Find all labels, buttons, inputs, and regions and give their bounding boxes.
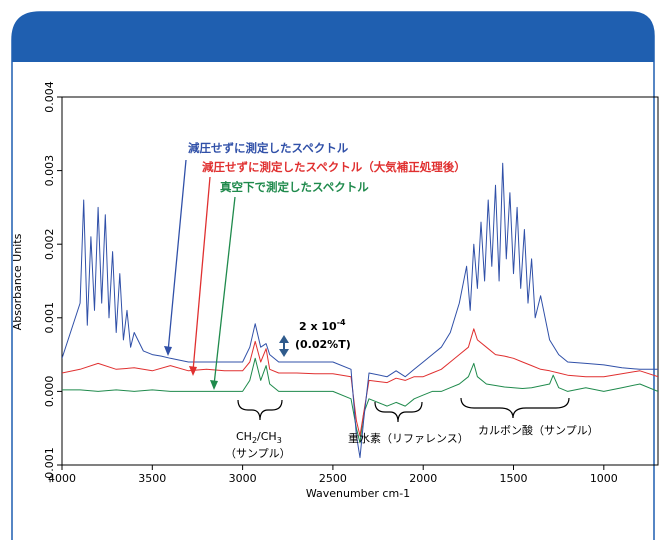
y-axis: -0.001 0.000 0.001 0.002 0.003 0.004 (43, 81, 62, 483)
heavy-water-label: 重水素（リファレンス） (348, 431, 469, 445)
y-tick-label: 0.004 (43, 81, 56, 113)
green-arrowhead (210, 380, 218, 390)
series-line-green (62, 357, 658, 444)
scale-bar-down-arrow (279, 349, 289, 357)
svg-text:2 x 10-4: 2 x 10-4 (299, 318, 346, 333)
scale-bar-exponent: -4 (337, 318, 346, 327)
x-tick-label: 1500 (500, 472, 528, 485)
y-axis-label: Absorbance Units (11, 233, 24, 330)
ch-formula-label: CH2/CH3 (236, 430, 282, 445)
scale-bar-percent: (0.02%T) (295, 338, 351, 351)
carboxylic-label: カルボン酸（サンプル） (478, 423, 599, 437)
x-tick-label: 3000 (229, 472, 257, 485)
y-tick-label: 0.000 (43, 376, 56, 408)
panel-frame (11, 11, 655, 544)
y-tick-label: 0.001 (43, 302, 56, 334)
ch-formula-part1: CH (236, 430, 252, 443)
legend-entry-blue: 減圧せずに測定したスペクトル (188, 141, 349, 155)
red-arrowhead (189, 366, 197, 376)
series-line-blue (62, 162, 658, 459)
ch-region-brace (237, 399, 283, 421)
scale-bar-value: 2 x 10 (299, 320, 337, 333)
x-axis: 4000 3500 3000 2500 2000 1500 1000 (48, 465, 618, 485)
plot-area (61, 96, 659, 466)
ch-sample-label: （サンプル） (225, 447, 291, 460)
header-band (12, 12, 654, 62)
red-pointer-arrow (192, 176, 211, 372)
x-tick-label: 4000 (48, 472, 76, 485)
ch-formula-sub1: 2 (252, 436, 257, 445)
ch-formula-sub2: 3 (277, 436, 282, 445)
x-tick-label: 2000 (409, 472, 437, 485)
legend-entry-green: 真空下で測定したスペクトル (220, 180, 369, 194)
legend-arrows (164, 159, 236, 390)
heavy-water-region-brace (374, 401, 423, 423)
ch-formula-part2: /CH (257, 430, 277, 443)
green-pointer-arrow (213, 196, 236, 386)
carboxylic-region-brace (460, 397, 570, 419)
scale-bar-annotation: 2 x 10-4 (0.02%T) (279, 318, 351, 357)
x-tick-label: 1000 (590, 472, 618, 485)
y-tick-label: 0.003 (43, 155, 56, 187)
legend-entry-red: 減圧せずに測定したスペクトル（大気補正処理後） (202, 160, 466, 174)
scale-bar-up-arrow (279, 335, 289, 343)
x-tick-label: 2500 (319, 472, 347, 485)
x-tick-label: 3500 (138, 472, 166, 485)
blue-pointer-arrow (167, 159, 187, 353)
blue-arrowhead (164, 346, 172, 356)
y-tick-label: 0.002 (43, 228, 56, 260)
x-axis-label: Wavenumber cm-1 (306, 487, 410, 500)
y-tick-label: -0.001 (43, 447, 56, 482)
